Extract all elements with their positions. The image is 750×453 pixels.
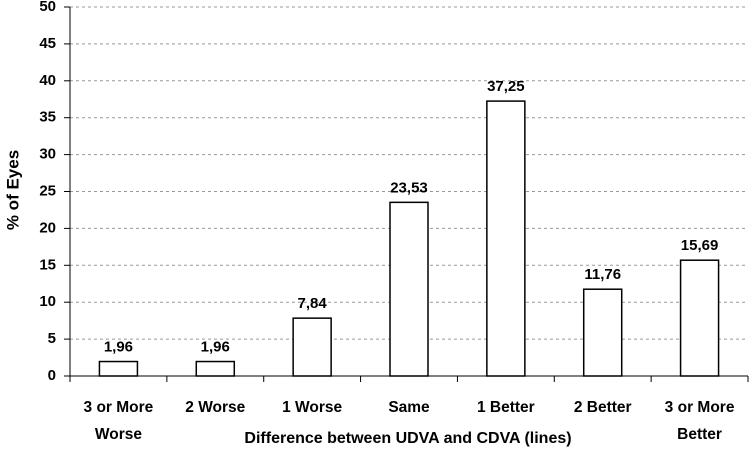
value-label: 1,96 [201,339,230,356]
x-tick-label: Same [388,399,430,416]
bar [679,259,720,377]
y-axis-title: % of Eyes [3,150,22,230]
y-tick-label: 5 [48,330,56,347]
x-tick-label: 1 Worse [282,399,343,416]
y-tick-label: 35 [39,109,56,126]
x-tick-label: 2 Worse [185,399,246,416]
y-tick-label: 10 [39,293,56,310]
x-axis-title: Difference between UDVA and CDVA (lines) [244,430,571,447]
value-label: 37,25 [487,78,525,95]
x-tick-label: 2 Better [573,399,632,416]
y-tick-label: 25 [39,182,56,199]
y-tick-label: 50 [39,0,56,15]
value-label: 11,76 [584,266,621,283]
x-tick-label: 3 or More Worse [83,399,154,443]
value-label: 7,84 [298,295,328,312]
bar [292,317,332,377]
y-tick-label: 45 [39,35,56,52]
bar [389,201,429,377]
y-tick-label: 40 [39,72,56,89]
y-tick-label: 20 [39,219,56,236]
bar [195,360,236,377]
x-tick-label: 3 or More Better [664,399,735,443]
y-tick-label: 0 [48,367,56,384]
y-tick-label: 30 [39,146,56,163]
x-tick-label: 1 Better [476,399,535,416]
bar [582,288,623,377]
value-label: 23,53 [390,179,428,196]
bar [98,360,139,377]
bar [486,100,526,377]
value-label: 1,96 [104,339,133,356]
value-label: 15,69 [681,237,719,254]
y-tick-label: 15 [39,256,56,273]
